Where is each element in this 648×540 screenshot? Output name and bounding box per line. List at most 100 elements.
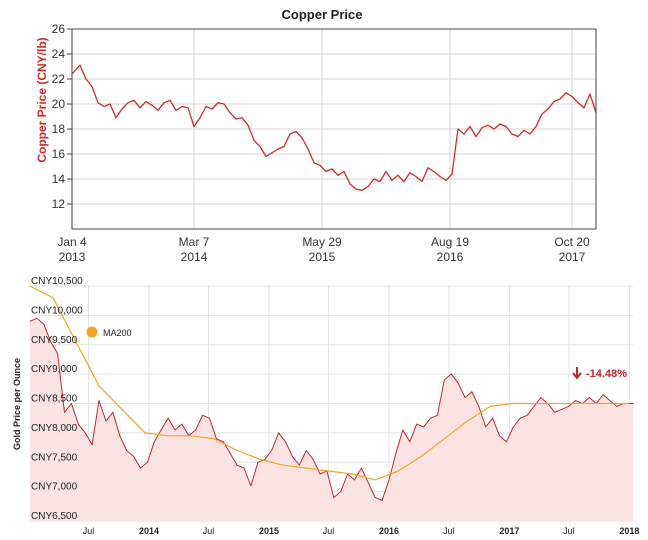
gold-data-point <box>105 420 107 422</box>
copper-data-point <box>253 139 255 141</box>
gold-y-tick-label: CNY8,500 <box>31 394 78 405</box>
gold-data-point <box>29 320 31 322</box>
gold-data-point <box>257 461 259 463</box>
copper-data-point <box>181 105 183 108</box>
gold-y-tick-label: CNY10,500 <box>31 276 83 287</box>
copper-data-point <box>469 125 471 128</box>
copper-x-tick-label: Oct 20 <box>554 235 590 249</box>
copper-chart-ylabel: Copper Price (CNY/lb) <box>35 37 49 162</box>
gold-data-point <box>409 441 411 443</box>
copper-data-point <box>583 107 585 109</box>
copper-data-point <box>487 124 489 126</box>
copper-data-point <box>541 113 543 115</box>
copper-data-point <box>277 148 279 150</box>
copper-data-point <box>241 117 243 119</box>
gold-data-point <box>126 450 128 451</box>
copper-data-point <box>229 112 231 114</box>
gold-x-tick-label: 2018 <box>619 526 639 536</box>
gold-data-point <box>209 417 211 419</box>
copper-data-point <box>211 108 213 110</box>
gold-data-point <box>632 403 634 404</box>
copper-data-point <box>481 127 483 129</box>
copper-x-tick-year: 2017 <box>559 250 586 264</box>
gold-data-point <box>340 491 342 493</box>
copper-y-tick-label: 22 <box>52 72 66 86</box>
copper-data-point <box>139 107 141 109</box>
copper-data-point <box>331 168 333 170</box>
ma200-data-point <box>489 405 491 407</box>
ma200-data-point <box>282 464 284 466</box>
gold-y-ticks: CNY6,500 CNY7,000 CNY7,500 CNY8,000 CNY8,500… <box>31 276 83 522</box>
copper-data-point <box>175 109 177 111</box>
copper-data-point <box>475 135 477 138</box>
gold-data-point <box>616 405 618 407</box>
gold-x-tick-label: Jul <box>323 526 335 536</box>
gold-data-point <box>229 452 231 454</box>
gold-data-point <box>395 452 397 454</box>
copper-data-point <box>367 185 369 188</box>
copper-data-point <box>505 125 507 128</box>
copper-data-point <box>133 99 135 101</box>
gold-data-point <box>291 455 293 457</box>
gold-x-tick-label: Jul <box>563 526 575 536</box>
gold-data-point <box>174 429 176 431</box>
copper-plot-border <box>71 28 597 230</box>
copper-data-point <box>409 172 411 174</box>
gold-data-point <box>354 479 356 481</box>
copper-data-point <box>265 155 267 158</box>
copper-data-point <box>589 93 591 95</box>
copper-data-point <box>289 133 291 135</box>
copper-x-tick-label: May 29 <box>302 235 342 249</box>
copper-data-point <box>403 180 405 183</box>
gold-data-point <box>167 417 169 419</box>
ma200-data-point <box>466 420 468 422</box>
gold-x-tick-label: 2016 <box>379 526 399 536</box>
gold-data-point <box>133 455 135 457</box>
copper-y-tick-label: 18 <box>52 122 66 136</box>
copper-data-point <box>349 183 351 185</box>
ma200-data-point <box>558 403 560 404</box>
gold-data-point <box>602 394 604 396</box>
gold-data-point <box>478 405 480 407</box>
copper-data-point <box>319 164 321 166</box>
ma200-data-point <box>581 403 583 404</box>
ma200-data-point <box>167 435 169 437</box>
gold-data-point <box>64 411 66 413</box>
copper-data-point <box>199 117 201 119</box>
copper-data-point <box>343 170 345 173</box>
gold-legend: MA200 <box>86 326 132 338</box>
copper-data-point <box>109 103 111 105</box>
copper-data-point <box>223 103 225 105</box>
gold-data-point <box>98 400 100 402</box>
copper-data-point <box>121 108 123 110</box>
copper-data-point <box>517 135 519 138</box>
gold-data-point <box>139 467 141 469</box>
copper-y-tick-label: 12 <box>52 197 66 211</box>
gold-y-tick-label: CNY10,000 <box>31 305 83 316</box>
gold-data-point <box>153 441 155 443</box>
gold-data-point <box>416 423 418 425</box>
copper-x-tick-year: 2016 <box>437 250 464 264</box>
ma200-data-point <box>29 285 31 287</box>
ma200-legend-label: MA200 <box>103 328 132 338</box>
gold-data-point <box>264 458 266 460</box>
gold-data-point <box>526 414 528 416</box>
ma200-data-point <box>52 297 54 299</box>
copper-data-point <box>439 175 441 178</box>
copper-data-point <box>565 92 567 94</box>
ma200-data-point <box>259 458 261 460</box>
copper-data-point <box>313 162 315 164</box>
gold-data-point <box>574 400 576 402</box>
copper-y-tick-label: 14 <box>52 172 66 186</box>
copper-data-point <box>547 108 549 110</box>
ma200-data-point <box>236 450 238 451</box>
copper-x-tick-year: 2015 <box>309 250 336 264</box>
ma200-data-point <box>420 455 422 457</box>
gold-data-point <box>512 426 514 428</box>
gold-price-line <box>29 317 633 501</box>
copper-data-point <box>535 125 537 128</box>
gold-change-indicator: -14.48% <box>572 367 627 380</box>
gold-data-point <box>91 444 93 446</box>
